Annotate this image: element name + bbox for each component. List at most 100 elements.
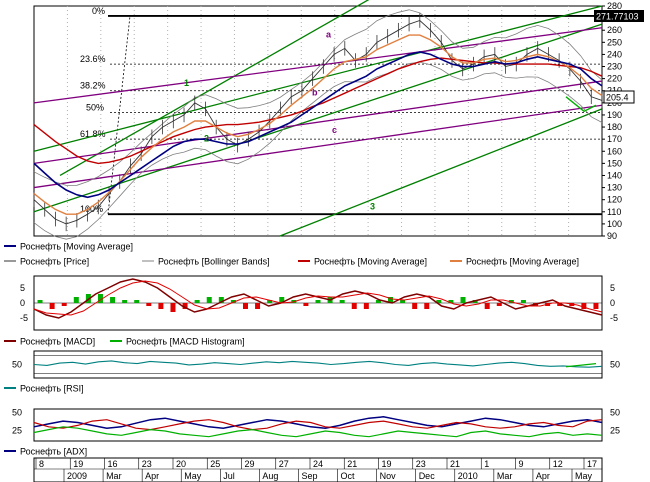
macd-hist-bar	[279, 297, 285, 303]
date-axis-frame	[33, 457, 603, 482]
macd-hist-bar	[61, 303, 67, 306]
day-tick-label: 21	[450, 459, 460, 469]
month-tick-label: Jul	[223, 471, 235, 481]
month-ticks: 2009 Mar Apr May Jul Aug Sep Oct Nov Dec 2010 Mar Ap…	[63, 469, 593, 482]
adx-tick-label-left: 25	[12, 425, 22, 435]
macd-hist-bar	[424, 303, 430, 309]
channel-line	[33, 5, 603, 152]
channel-label: 1	[184, 78, 189, 88]
month-tick-label: Dec	[419, 471, 436, 481]
rsi-tick-label-right: 50	[610, 360, 620, 370]
channel-labels: 1 2 3 a b c	[184, 29, 375, 211]
macd-hist-bar	[49, 303, 55, 309]
month-tick-label: Apr	[145, 471, 159, 481]
y-tick-label: 100	[607, 219, 622, 229]
macd-hist-bar	[97, 294, 103, 303]
macd-hist-bar	[593, 303, 599, 309]
macd-hist-bar	[146, 303, 152, 306]
day-tick-label: 19	[73, 459, 83, 469]
y-tick-label: 260	[607, 25, 622, 35]
y-tick-label: 190	[607, 110, 622, 120]
y-tick-label: 240	[607, 49, 622, 59]
day-tick-label: 21	[347, 459, 357, 469]
y-tick-label: 140	[607, 170, 622, 180]
macd-hist-bar	[375, 300, 381, 303]
rsi-trend-line	[565, 363, 597, 368]
day-ticks: 8 19 16 23 20 25 29 27 24 21 19 23 21 1 9 12 17	[35, 458, 597, 469]
macd-tick-label-left: 5	[20, 283, 25, 293]
bollinger-bands	[33, 9, 603, 240]
macd-hist-bar	[496, 303, 502, 306]
macd-lines	[33, 278, 603, 319]
macd-hist-bar	[218, 297, 224, 303]
macd-hist-bar	[158, 303, 164, 309]
rsi-legend: Роснефть [RSI]	[4, 384, 84, 394]
y-tick-label: 250	[607, 37, 622, 47]
rsi-panel: 50 50	[12, 350, 620, 379]
rsi-line	[33, 360, 603, 368]
price-series	[33, 13, 603, 232]
channel-line	[33, 23, 603, 213]
trend-channels	[33, 0, 603, 237]
y-tick-label: 220	[607, 74, 622, 84]
legend-label: Роснефть [RSI]	[20, 384, 84, 394]
macd-hist-bar	[303, 303, 309, 306]
y-tick-label: 180	[607, 122, 622, 132]
y-tick-label: 110	[607, 207, 621, 217]
adx-tick-label-right: 50	[610, 408, 620, 418]
bollinger-lower	[33, 61, 603, 240]
month-tick-label: May	[184, 471, 202, 481]
price-panel: 9010011012013014015016017018019020021022…	[33, 0, 644, 241]
macd-hist-bar	[557, 303, 563, 306]
macd-hist-bar	[73, 297, 79, 303]
macd-hist-bar	[242, 303, 248, 309]
fib-label: 61.8%	[80, 129, 106, 139]
price-y-axis: 9010011012013014015016017018019020021022…	[602, 1, 622, 241]
legend-label: Роснефть [Bollinger Bands]	[158, 257, 270, 267]
month-tick-label: May	[575, 471, 593, 481]
rsi-y-axis: 50 50	[12, 355, 620, 374]
macd-hist-bar	[448, 300, 454, 303]
macd-hist-bar	[351, 303, 357, 309]
legend-label: Роснефть [ADX]	[20, 447, 87, 457]
channel-label: 2	[204, 134, 209, 144]
adx-y-axis: 25 25 50 50	[12, 408, 620, 436]
legend-label: Роснефть [Price]	[20, 257, 89, 267]
macd-hist-bar	[170, 303, 176, 312]
macd-hist-bar	[339, 300, 345, 303]
month-tick-label: Aug	[262, 471, 278, 481]
day-tick-label: 29	[245, 459, 255, 469]
y-tick-label: 280	[607, 1, 622, 11]
month-tick-label: Mar	[106, 471, 122, 481]
y-tick-label: 170	[607, 134, 622, 144]
rsi-plot-frame	[33, 350, 603, 379]
month-tick-label: Nov	[380, 471, 397, 481]
legend-label: Роснефть [MACD Histogram]	[126, 337, 245, 347]
day-tick-label: 20	[176, 459, 186, 469]
month-tick-label: Oct	[341, 471, 356, 481]
adx-tick-label-right: 25	[610, 425, 620, 435]
legend-label: Роснефть [MACD]	[20, 337, 95, 347]
y-tick-label: 150	[607, 158, 622, 168]
y-tick-label: 120	[607, 195, 622, 205]
day-tick-label: 9	[519, 459, 524, 469]
fib-fan-line	[107, 15, 131, 215]
channel-line	[279, 108, 603, 237]
last-price-box: 271.77103	[594, 10, 644, 22]
adx-line	[33, 419, 603, 431]
macd-tick-label-left: -5	[20, 313, 28, 323]
macd-hist-bar	[460, 297, 466, 303]
macd-panel: -5 -5 0 0 5 5	[20, 275, 618, 331]
macd-hist-bar	[122, 300, 128, 303]
day-tick-label: 8	[39, 459, 44, 469]
channel-label: c	[332, 125, 337, 135]
channel-line	[33, 80, 603, 165]
macd-tick-label-right: -5	[610, 313, 618, 323]
day-tick-label: 23	[142, 459, 152, 469]
fib-label: 38.2%	[80, 81, 106, 91]
price-line	[33, 19, 603, 225]
macd-hist-bar	[412, 303, 418, 309]
macd-hist-bar	[363, 303, 369, 309]
day-tick-label: 1	[484, 459, 489, 469]
